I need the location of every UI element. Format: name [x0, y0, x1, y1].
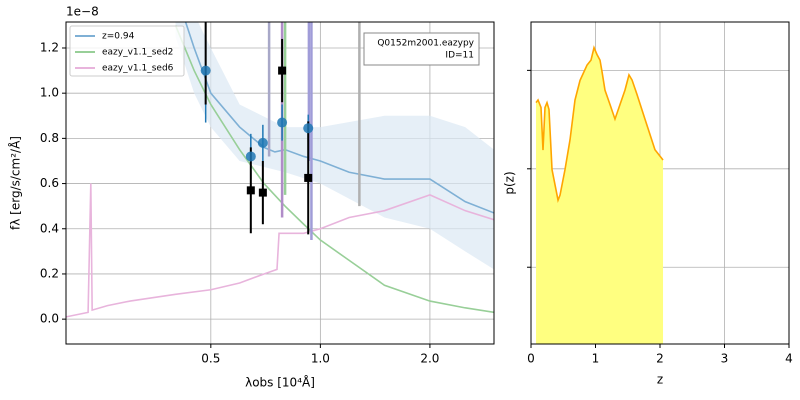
series-line [174, 25, 494, 314]
plot-area-right [531, 22, 789, 344]
y-axis-label: p(z) [503, 171, 517, 194]
legend-label: eazy_v1.1_sed6 [102, 64, 174, 74]
y-tick-label: 1.2 [40, 40, 59, 54]
model-point [277, 117, 288, 128]
model-point [257, 137, 268, 148]
observed-point [258, 188, 267, 197]
pz-line [535, 45, 664, 204]
x-axis-label: z [657, 373, 663, 387]
model-point [200, 65, 211, 76]
y-tick-label: 1.0 [40, 86, 59, 100]
y-axis-label: fλ [erg/s/cm²/Å] [8, 136, 23, 230]
series-line [66, 183, 494, 318]
observed-point [246, 186, 255, 195]
y-tick-label: 0.0 [40, 312, 59, 326]
x-axis-label: λobs [10⁴Å] [245, 375, 315, 390]
legend-label: z=0.94 [102, 32, 135, 42]
x-tick-label: 0 [527, 352, 535, 366]
annotation-text: ID=11 [445, 51, 474, 61]
observed-point [304, 173, 313, 182]
x-tick-label: 4 [785, 352, 793, 366]
annotation-text: Q0152m2001.eazypy [377, 39, 474, 49]
annotation-box [363, 32, 480, 66]
model-point [303, 123, 314, 134]
observed-point [278, 66, 287, 75]
y-tick-label: 0.6 [40, 176, 59, 190]
legend-label: eazy_v1.1_sed2 [102, 48, 173, 58]
x-tick-label: 2 [656, 352, 664, 366]
x-tick-label: 1 [592, 352, 600, 366]
model-point [245, 151, 256, 162]
y-tick-label: 0.4 [40, 221, 59, 235]
plot-area-left [66, 22, 494, 344]
x-tick-label: 0.5 [201, 352, 220, 366]
axes-frame [530, 21, 790, 345]
series-line [184, 22, 494, 214]
uncertainty-band [175, 22, 494, 270]
legend-box [69, 25, 185, 77]
x-tick-label: 1.0 [311, 352, 330, 366]
offset-text: 1e−8 [66, 5, 99, 19]
x-tick-label: 3 [721, 352, 729, 366]
axes-frame [65, 21, 495, 345]
x-tick-label: 2.0 [420, 352, 439, 366]
overlay: 0.5 1.0 2.0 0.0 0.2 0.4 0.6 0.8 1.0 1.2 z=0.94 eazy… [40, 21, 793, 366]
y-tick-label: 0.8 [40, 131, 59, 145]
pz-fill [536, 47, 664, 344]
y-tick-label: 0.2 [40, 266, 59, 280]
